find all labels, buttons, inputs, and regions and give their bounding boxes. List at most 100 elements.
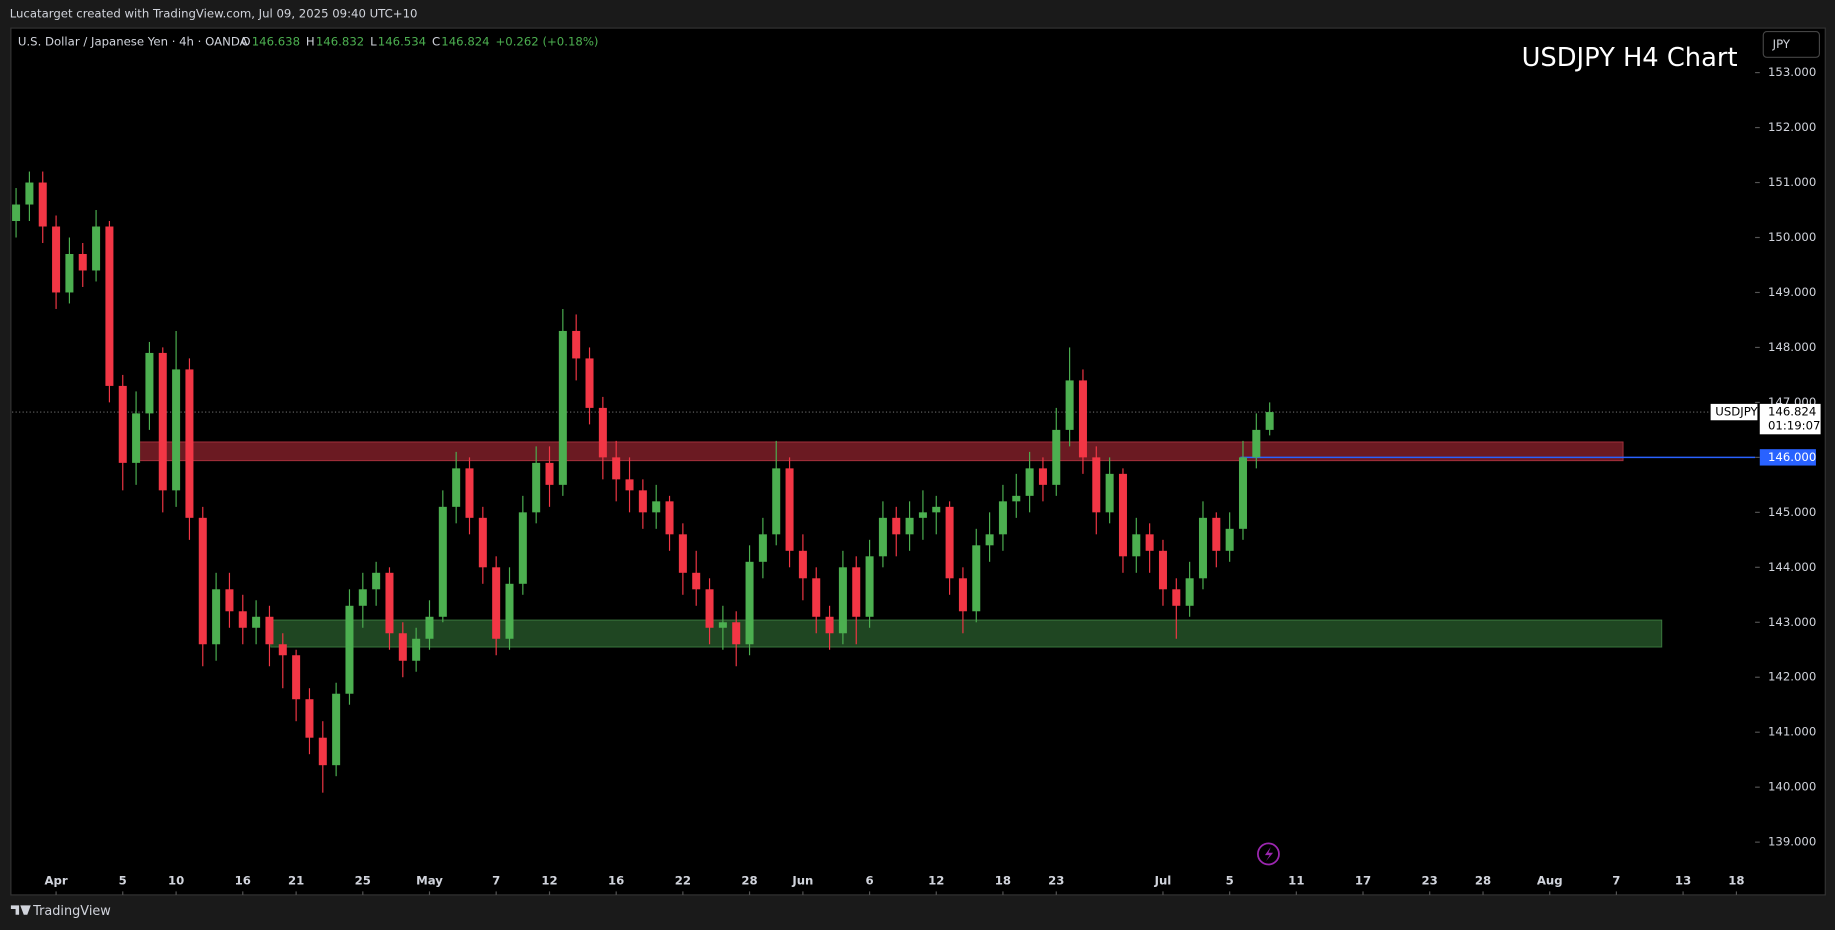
candle-body: [305, 699, 314, 738]
candle-body: [1252, 429, 1261, 458]
x-tick-label: 12: [928, 873, 944, 887]
candle-body: [665, 501, 674, 535]
x-tick-label: 28: [1475, 873, 1491, 887]
x-tick-label: 13: [1675, 873, 1691, 887]
candle-body: [318, 737, 327, 766]
y-tick-label: 144.000: [1768, 560, 1816, 574]
candle-body: [1185, 578, 1194, 606]
candle-body: [918, 512, 927, 518]
x-tick-label: 25: [355, 873, 371, 887]
x-tick-label: 23: [1048, 873, 1064, 887]
symbol: U.S. Dollar / Japanese Yen · 4h · OANDA: [18, 35, 248, 49]
x-tick-label: 5: [119, 873, 127, 887]
brand: TradingView: [32, 904, 111, 919]
candle-body: [732, 622, 741, 645]
candle-body: [1145, 534, 1154, 551]
candle-body: [1118, 473, 1127, 557]
currency-button[interactable]: [1762, 31, 1821, 58]
y-tick-label: 140.000: [1768, 780, 1816, 794]
x-tick-label: 18: [1728, 873, 1744, 887]
currency-label[interactable]: JPY: [1772, 37, 1791, 51]
x-tick-label: 17: [1355, 873, 1371, 887]
y-tick-label: 148.000: [1768, 340, 1816, 354]
candle-body: [785, 468, 794, 551]
symbol-tag-bg: [1710, 403, 1758, 421]
y-tick-label: 141.000: [1768, 725, 1816, 739]
candle-body: [252, 616, 261, 628]
candle-body: [638, 490, 647, 513]
level-label: 146.000: [1768, 450, 1816, 464]
candle-body: [172, 369, 181, 491]
candle-body: [932, 506, 941, 513]
legend-value: 146.832: [316, 35, 364, 49]
y-tick-label: 143.000: [1768, 615, 1816, 629]
candle-body: [705, 589, 714, 628]
y-tick-label: 153.000: [1768, 65, 1816, 79]
candle-body: [985, 534, 994, 546]
candle-body: [158, 352, 167, 491]
candle-body: [1212, 517, 1221, 551]
candle-body: [1065, 380, 1074, 430]
candle-body: [132, 413, 141, 463]
candle-body: [1092, 457, 1101, 513]
candle-body: [958, 578, 967, 612]
candle-body: [1105, 473, 1114, 513]
x-tick-label: 22: [675, 873, 691, 887]
legend-key: H: [306, 35, 315, 49]
candle-body: [865, 556, 874, 617]
candle-body: [105, 226, 114, 386]
x-tick-label: 16: [235, 873, 251, 887]
y-tick-label: 150.000: [1768, 230, 1816, 244]
candle-body: [465, 468, 474, 518]
candle-body: [545, 462, 554, 485]
candle-body: [38, 182, 47, 227]
candle-body: [518, 512, 527, 584]
legend-change: +0.262 (+0.18%): [495, 35, 598, 49]
candle-body: [1238, 457, 1247, 529]
x-tick-label: Apr: [44, 873, 67, 887]
candle-body: [278, 644, 287, 656]
x-tick-label: 6: [866, 873, 874, 887]
candle-body: [372, 572, 381, 590]
y-tick-label: 151.000: [1768, 175, 1816, 189]
candle-body: [358, 589, 367, 606]
x-tick-label: May: [416, 873, 443, 887]
candle-body: [558, 330, 567, 485]
candle-body: [852, 567, 861, 617]
x-tick-label: 7: [1612, 873, 1620, 887]
candle-body: [385, 572, 394, 634]
x-tick-label: 5: [1226, 873, 1234, 887]
candle-body: [1225, 528, 1234, 551]
candle-body: [1078, 380, 1087, 458]
candle-body: [812, 578, 821, 617]
candle-body: [398, 633, 407, 661]
x-tick-label: 28: [741, 873, 757, 887]
candle-body: [412, 638, 421, 661]
candle-body: [825, 616, 834, 634]
candle-body: [212, 589, 221, 645]
candle-body: [1198, 517, 1207, 579]
alert-icon[interactable]: [1257, 842, 1280, 866]
candle-body: [1132, 534, 1141, 557]
candle-body: [878, 517, 887, 557]
candle-body: [145, 352, 154, 414]
candle-body: [185, 369, 194, 518]
candle-body: [798, 550, 807, 579]
symbol-tag: USDJPY: [1715, 405, 1758, 419]
level-label-bg: [1759, 449, 1816, 466]
candle-body: [772, 468, 781, 535]
candle-body: [1012, 495, 1021, 502]
candle-body: [572, 330, 581, 359]
candle-body: [972, 545, 981, 612]
candle-body: [532, 462, 541, 513]
candle-body: [505, 583, 514, 639]
countdown: 01:19:07: [1768, 419, 1821, 433]
brand-logo: [10, 905, 31, 915]
candle-body: [425, 616, 434, 639]
plot: [12, 171, 1756, 793]
legend-key: C: [432, 35, 440, 49]
candle-body: [238, 611, 247, 628]
x-tick-label: 10: [168, 873, 184, 887]
candle-body: [198, 517, 207, 645]
candle-body: [678, 534, 687, 573]
